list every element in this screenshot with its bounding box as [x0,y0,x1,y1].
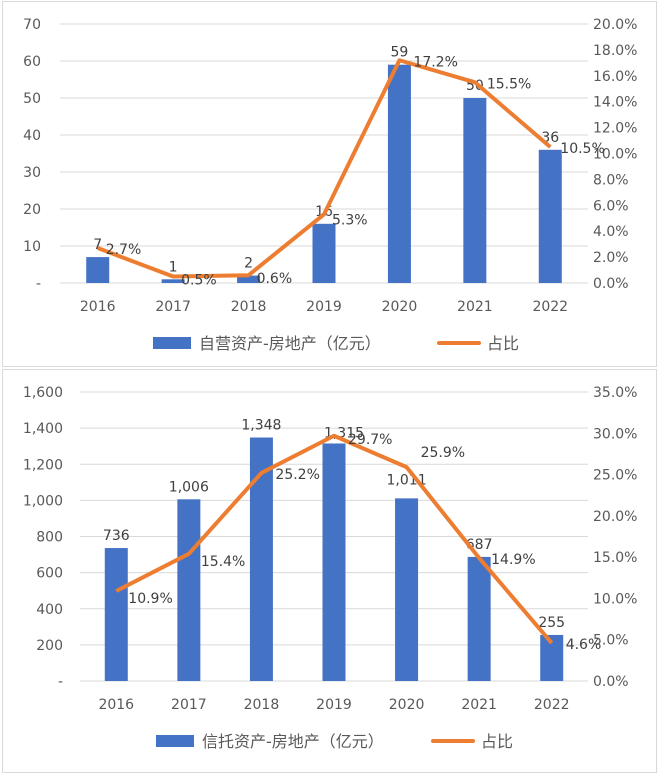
x-tick: 2019 [306,299,342,315]
y-right-tick: 6.0% [593,198,629,214]
bar [86,257,110,283]
bar [237,275,261,283]
line-value-label: 14.9% [491,552,535,568]
legend-bar-label: 自营资产-房地产（亿元） [199,334,381,353]
chart-proprietary-real-estate: - 10 20 30 40 50 60 70 0.0% 2.0% 4.0% 6.0% 8.0% 10.0%… [23,17,637,353]
line-value-label: 5.3% [332,212,368,228]
y-right-tick: 4.0% [593,224,629,240]
y-right-tick: 8.0% [593,172,629,188]
y-left-tick: 60 [23,54,41,70]
y-left-tick: 10 [23,239,41,255]
y-left-tick: 1,200 [23,457,63,473]
bar [312,223,336,283]
bar-value-label: 2 [244,256,253,272]
line-value-label: 0.5% [181,273,217,289]
x-tick: 2018 [244,697,280,713]
ratio-line [115,433,554,645]
y-left-tick: 600 [36,566,63,582]
line-value-label: 25.2% [275,467,319,483]
ratio-line [97,58,552,279]
line-value-label: 17.2% [413,54,457,70]
bar [387,64,411,283]
y-right-tick: 20.0% [593,509,637,525]
y-right-tick: 5.0% [593,633,629,649]
line-value-label: 29.7% [348,432,392,448]
line-value-label: 4.6% [566,637,602,653]
x-tick: 2021 [461,697,497,713]
x-tick: 2020 [382,299,418,315]
x-tick: 2017 [171,697,207,713]
chart-panel-trust-real-estate: - 200 400 600 800 1,000 1,200 1,400 1,600 0.0% 5.0… [2,369,657,773]
y-right-tick: 10.0% [593,147,637,163]
bar-value-label: 1,348 [241,418,281,434]
x-tick: 2021 [457,299,493,315]
bar-value-label: 1,006 [169,479,209,495]
y-right-tick: 12.0% [593,121,637,137]
y-left-tick: 800 [36,530,63,546]
line-value-label: 10.5% [560,141,604,157]
y-left-tick: 200 [36,638,63,654]
y-left-tick: 30 [23,165,41,181]
y-left-tick: 40 [23,128,41,144]
y-right-tick: 25.0% [593,468,637,484]
bar-value-label: 59 [391,45,409,61]
bar-value-label: 1 [169,259,178,275]
line-value-label: 15.4% [201,554,245,570]
y-right-tick: 10.0% [593,591,637,607]
bar-value-label: 1,011 [387,472,427,488]
legend-bar-swatch [153,337,191,349]
line-value-label: 15.5% [487,76,531,92]
y-left-tick: 400 [36,602,63,618]
bar-value-label: 255 [538,615,565,631]
chart-trust-real-estate: - 200 400 600 800 1,000 1,200 1,400 1,600 0.0% 5.0… [23,385,638,751]
y-left-tick: 1,400 [23,421,63,437]
y-left-tick: 50 [23,91,41,107]
line-value-label: 25.9% [421,445,465,461]
bar [177,499,201,681]
y-right-tick: 16.0% [593,69,637,85]
x-tick: 2022 [534,697,570,713]
chart-panel-proprietary-real-estate: - 10 20 30 40 50 60 70 0.0% 2.0% 4.0% 6.0% 8.0% 10.0%… [2,1,657,367]
y-left-tick: - [36,276,41,292]
bar [104,548,128,681]
x-tick: 2019 [316,697,352,713]
bar [322,443,346,681]
y-left-tick: 20 [23,202,41,218]
x-tick: 2020 [389,697,425,713]
legend-bar-swatch [156,735,194,747]
y-left-tick: 70 [23,17,41,33]
line-value-label: 10.9% [128,591,172,607]
y-right-tick: 20.0% [593,17,637,33]
bar [395,498,419,681]
y-right-tick: 35.0% [593,385,637,401]
y-right-tick: 0.0% [593,674,629,690]
y-right-tick: 15.0% [593,550,637,566]
x-tick: 2022 [532,299,568,315]
y-left-tick: 1,000 [23,493,63,509]
x-tick: 2017 [155,299,191,315]
bar [538,149,562,283]
y-right-tick: 14.0% [593,95,637,111]
bar [540,634,564,681]
y-right-tick: 30.0% [593,426,637,442]
line-value-label: 0.6% [257,271,293,287]
bar [467,556,491,681]
bar-value-label: 7 [93,237,102,253]
x-tick: 2018 [231,299,267,315]
legend-line-label: 占比 [487,334,519,353]
legend-line-label: 占比 [481,732,513,751]
bar [161,279,185,283]
y-right-tick: 0.0% [593,276,629,292]
bar [463,98,487,283]
y-right-tick: 18.0% [593,43,637,59]
y-left-tick: - [58,674,63,690]
y-left-tick: 1,600 [23,385,63,401]
line-value-label: 2.7% [106,242,142,258]
x-tick: 2016 [80,299,116,315]
legend-bar-label: 信托资产-房地产（亿元） [202,732,384,751]
x-tick: 2016 [98,697,134,713]
bar [249,437,273,681]
y-right-tick: 2.0% [593,250,629,266]
bar-value-label: 736 [103,528,130,544]
